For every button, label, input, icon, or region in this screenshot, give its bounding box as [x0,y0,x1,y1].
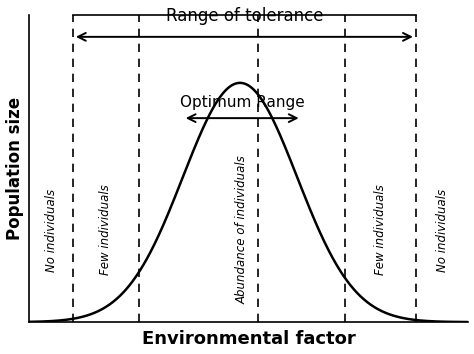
Y-axis label: Population size: Population size [6,97,24,240]
Text: No individuals: No individuals [45,189,57,272]
X-axis label: Environmental factor: Environmental factor [142,330,356,348]
Text: Few individuals: Few individuals [374,185,387,275]
Text: Abundance of individuals: Abundance of individuals [236,156,249,304]
Text: Few individuals: Few individuals [100,185,112,275]
Text: Range of tolerance: Range of tolerance [165,7,323,24]
Text: Optimum Range: Optimum Range [180,96,305,110]
Text: No individuals: No individuals [436,189,448,272]
